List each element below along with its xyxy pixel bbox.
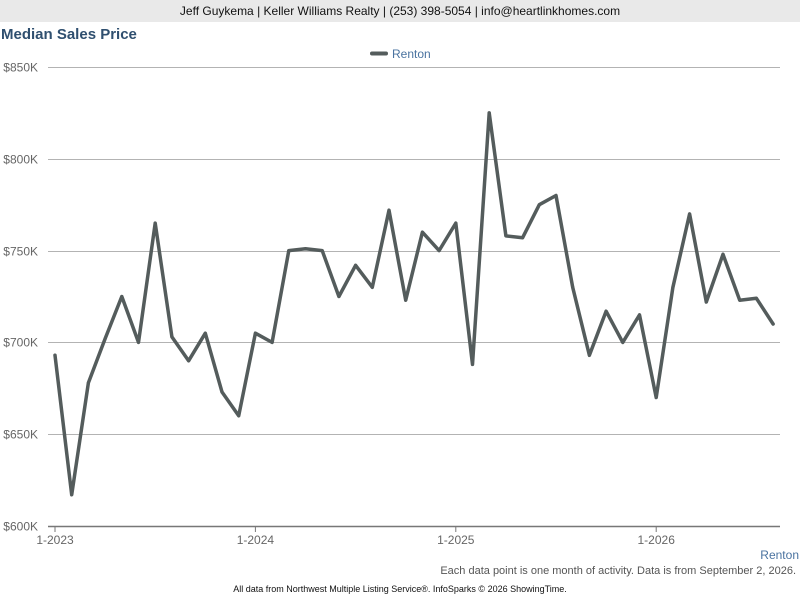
data-point (253, 331, 257, 335)
y-tick-label: $850K (3, 61, 38, 75)
y-tick-label: $700K (3, 336, 38, 350)
data-point (120, 295, 124, 298)
header-bar: Jeff Guykema | Keller Williams Realty | … (0, 0, 800, 22)
data-point (203, 331, 207, 335)
x-tick-label: 1-2025 (437, 533, 475, 547)
data-point (287, 249, 291, 253)
data-point (337, 295, 341, 298)
data-point (304, 247, 307, 251)
data-point (704, 300, 708, 304)
data-point (754, 296, 758, 300)
data-point (738, 298, 742, 302)
data-point (53, 353, 57, 357)
data-point (70, 493, 74, 497)
data-point (404, 298, 408, 302)
source-note: All data from Northwest Multiple Listing… (233, 584, 567, 594)
x-tick-label: 1-2023 (36, 533, 74, 547)
y-tick-label: $750K (3, 245, 38, 259)
data-point (688, 212, 692, 216)
data-point (471, 362, 474, 366)
x-tick-label: 1-2024 (237, 533, 275, 547)
data-point (153, 221, 157, 225)
data-point (170, 335, 174, 339)
data-point (320, 249, 324, 253)
y-tick-label: $650K (3, 428, 38, 442)
data-point (270, 340, 274, 344)
data-point (454, 221, 458, 225)
data-point (587, 353, 591, 357)
data-point (187, 359, 191, 363)
data-point (771, 322, 775, 326)
x-tick-label: 1-2026 (638, 533, 676, 547)
data-point (537, 203, 541, 207)
data-point (354, 263, 358, 267)
data-point (604, 309, 608, 313)
data-point (437, 249, 441, 253)
data-note: Each data point is one month of activity… (440, 565, 796, 577)
data-point (370, 285, 374, 289)
data-point (137, 340, 140, 344)
data-point (487, 111, 491, 115)
data-point (220, 390, 224, 394)
data-point (671, 285, 675, 289)
data-point (554, 194, 558, 197)
data-point (721, 252, 725, 256)
data-point (86, 381, 90, 385)
data-point (387, 208, 391, 212)
data-point (420, 230, 424, 234)
data-point (521, 236, 525, 240)
data-point (237, 414, 241, 418)
data-point (103, 337, 107, 341)
data-point (638, 313, 641, 317)
legend-label: Renton (392, 47, 431, 61)
series-label[interactable]: Renton (760, 548, 799, 562)
chart-title: Median Sales Price (1, 26, 137, 43)
data-point (654, 396, 658, 399)
data-point (504, 234, 508, 238)
series-line-renton (53, 111, 775, 497)
data-point (571, 285, 575, 289)
y-tick-label: $800K (3, 153, 38, 167)
y-tick-label: $600K (3, 520, 38, 534)
contact-line: Jeff Guykema | Keller Williams Realty | … (179, 4, 621, 18)
data-point (621, 340, 625, 344)
